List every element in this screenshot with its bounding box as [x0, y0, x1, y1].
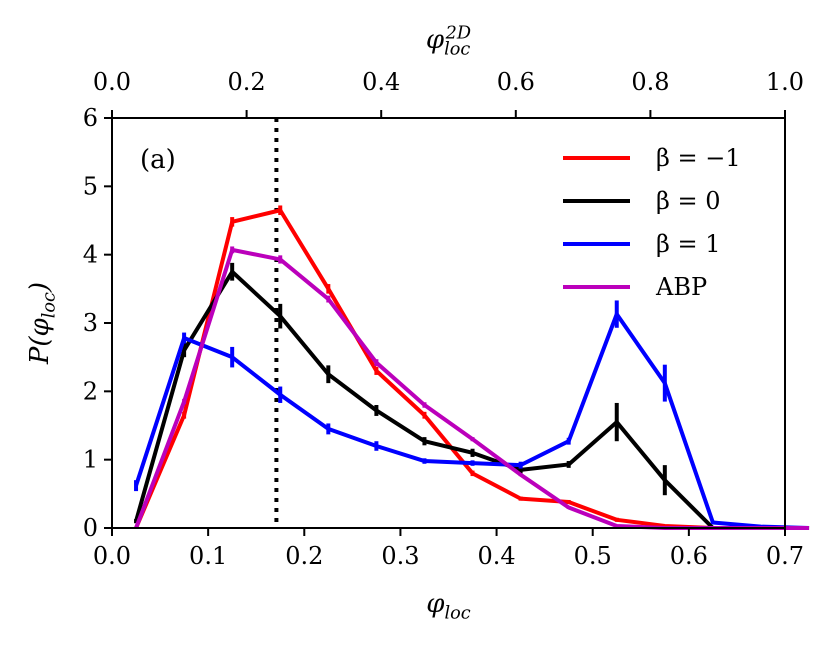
y-tick-label-5: 5 — [83, 172, 98, 200]
legend-entry-2: β = 1 — [563, 230, 721, 258]
panel-annotation: (a) — [140, 145, 176, 175]
series-line-1 — [134, 269, 810, 530]
x-tick-label-3: 0.3 — [381, 542, 419, 570]
x-tick-label-7: 0.7 — [766, 542, 804, 570]
y-tick-label-4: 4 — [83, 241, 98, 269]
top-x-tick-label-2: 0.4 — [362, 68, 400, 96]
x-axis-title: φloc — [426, 589, 471, 624]
legend-label-2: β = 1 — [656, 230, 721, 258]
series-line-2 — [134, 312, 810, 530]
x-tick-label-6: 0.6 — [670, 542, 708, 570]
series-1 — [134, 262, 810, 530]
top-x-tick-label-5: 1.0 — [766, 68, 804, 96]
x-tick-label-2: 0.2 — [285, 542, 323, 570]
top-x-axis-title: φloc2D — [426, 23, 471, 59]
legend: β = −1 β = 0 β = 1 ABP — [563, 144, 741, 301]
legend-entry-3: ABP — [563, 273, 707, 301]
y-tick-label-0: 0 — [83, 514, 98, 542]
legend-label-0: β = −1 — [656, 144, 741, 172]
y-axis-title: P(φloc) — [25, 282, 60, 365]
series-line-3 — [134, 247, 810, 530]
top-x-tick-label-0: 0.0 — [93, 68, 131, 96]
x-tick-label-4: 0.4 — [477, 542, 515, 570]
legend-label-3: ABP — [655, 273, 707, 301]
legend-label-1: β = 0 — [656, 187, 721, 215]
x-tick-label-5: 0.5 — [574, 542, 612, 570]
legend-entry-1: β = 0 — [563, 187, 721, 215]
top-x-tick-label-3: 0.6 — [497, 68, 535, 96]
x-tick-label-1: 0.1 — [189, 542, 227, 570]
legend-entry-0: β = −1 — [563, 144, 741, 172]
y-tick-label-1: 1 — [83, 446, 98, 474]
x-tick-label-0: 0.0 — [93, 542, 131, 570]
y-tick-label-2: 2 — [83, 377, 98, 405]
series-3 — [134, 246, 810, 530]
y-tick-label-3: 3 — [83, 309, 98, 337]
y-tick-label-6: 6 — [83, 104, 98, 132]
plot-frame — [111, 117, 786, 529]
axes-group: 0.0 0.1 0.2 0.3 0.4 0.5 0.6 0.7 0 1 2 3 4 5 6 0.0 0.2 0.4… — [83, 68, 804, 570]
top-x-tick-label-1: 0.2 — [228, 68, 266, 96]
top-x-tick-label-4: 0.8 — [631, 68, 669, 96]
series-2 — [134, 300, 810, 530]
